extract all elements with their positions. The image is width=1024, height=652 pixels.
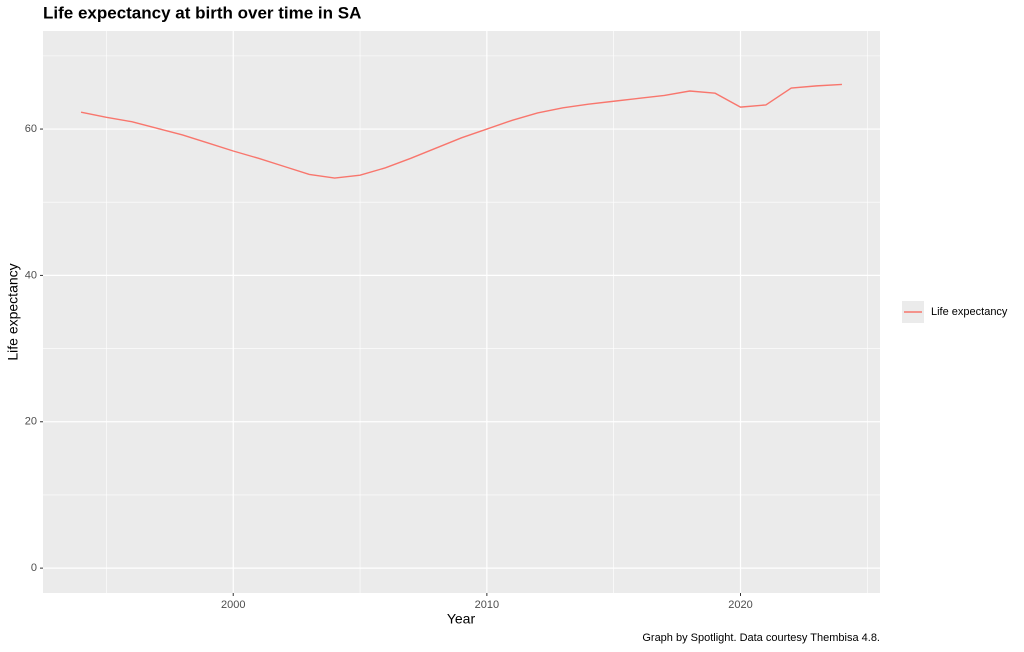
chart-title: Life expectancy at birth over time in SA — [43, 3, 361, 22]
x-tick-label: 2020 — [728, 599, 752, 611]
y-tick-label: 0 — [31, 562, 37, 574]
x-tick-label: 2000 — [221, 599, 245, 611]
x-axis-title: Year — [447, 611, 476, 627]
y-tick-label: 60 — [25, 123, 37, 135]
plot-panel — [43, 31, 880, 593]
y-axis-title: Life expectancy — [5, 263, 21, 360]
legend: Life expectancy — [902, 301, 1008, 323]
data-line — [80, 83, 842, 179]
grid — [43, 31, 880, 593]
marks — [80, 83, 842, 179]
x-tick-label: 2010 — [475, 599, 499, 611]
caption: Graph by Spotlight. Data courtesy Thembi… — [642, 632, 880, 644]
y-tick-label: 20 — [25, 416, 37, 428]
y-tick-label: 40 — [25, 269, 37, 281]
legend-label: Life expectancy — [931, 306, 1008, 318]
